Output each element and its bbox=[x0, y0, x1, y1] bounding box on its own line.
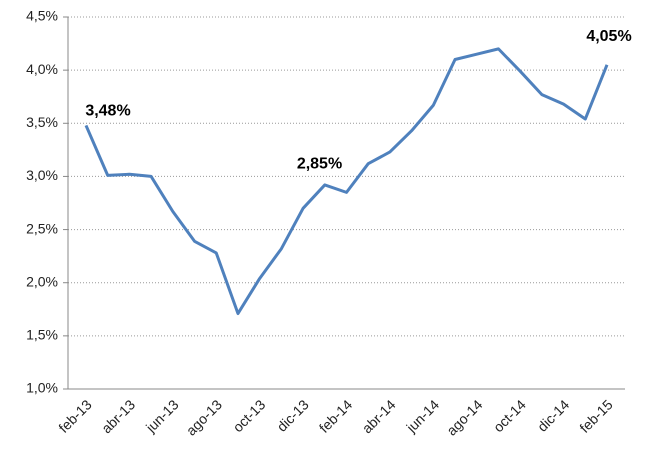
x-tick-label: feb-15 bbox=[576, 396, 616, 436]
data-label: 3,48% bbox=[85, 103, 130, 120]
x-tick-label: abr-14 bbox=[359, 396, 399, 436]
x-tick-label: ago-13 bbox=[183, 396, 225, 438]
x-tick-label: ago-14 bbox=[443, 396, 485, 438]
y-tick-label: 3,5% bbox=[26, 114, 58, 130]
x-tick-label: oct-14 bbox=[490, 396, 529, 435]
x-tick-label: jun-14 bbox=[403, 396, 443, 436]
x-tick-label: feb-14 bbox=[316, 396, 356, 436]
x-tick-label: jun-13 bbox=[142, 396, 182, 436]
x-tick-label: dic-14 bbox=[534, 396, 572, 434]
x-tick-label: abr-13 bbox=[98, 396, 138, 436]
y-tick-label: 1,0% bbox=[26, 380, 58, 396]
line-series bbox=[84, 47, 609, 316]
y-tick-label: 2,5% bbox=[26, 220, 58, 236]
y-tick-label: 4,0% bbox=[26, 61, 58, 77]
y-tick-label: 4,5% bbox=[26, 8, 58, 24]
y-tick-label: 1,5% bbox=[26, 327, 58, 343]
x-tick-label: oct-13 bbox=[230, 396, 269, 435]
y-tick-label: 2,0% bbox=[26, 273, 58, 289]
y-tick-label: 3,0% bbox=[26, 167, 58, 183]
data-label: 4,05% bbox=[586, 28, 631, 45]
x-tick-label: dic-13 bbox=[274, 396, 312, 434]
data-label: 2,85% bbox=[297, 156, 342, 173]
x-tick-label: feb-13 bbox=[55, 396, 95, 436]
